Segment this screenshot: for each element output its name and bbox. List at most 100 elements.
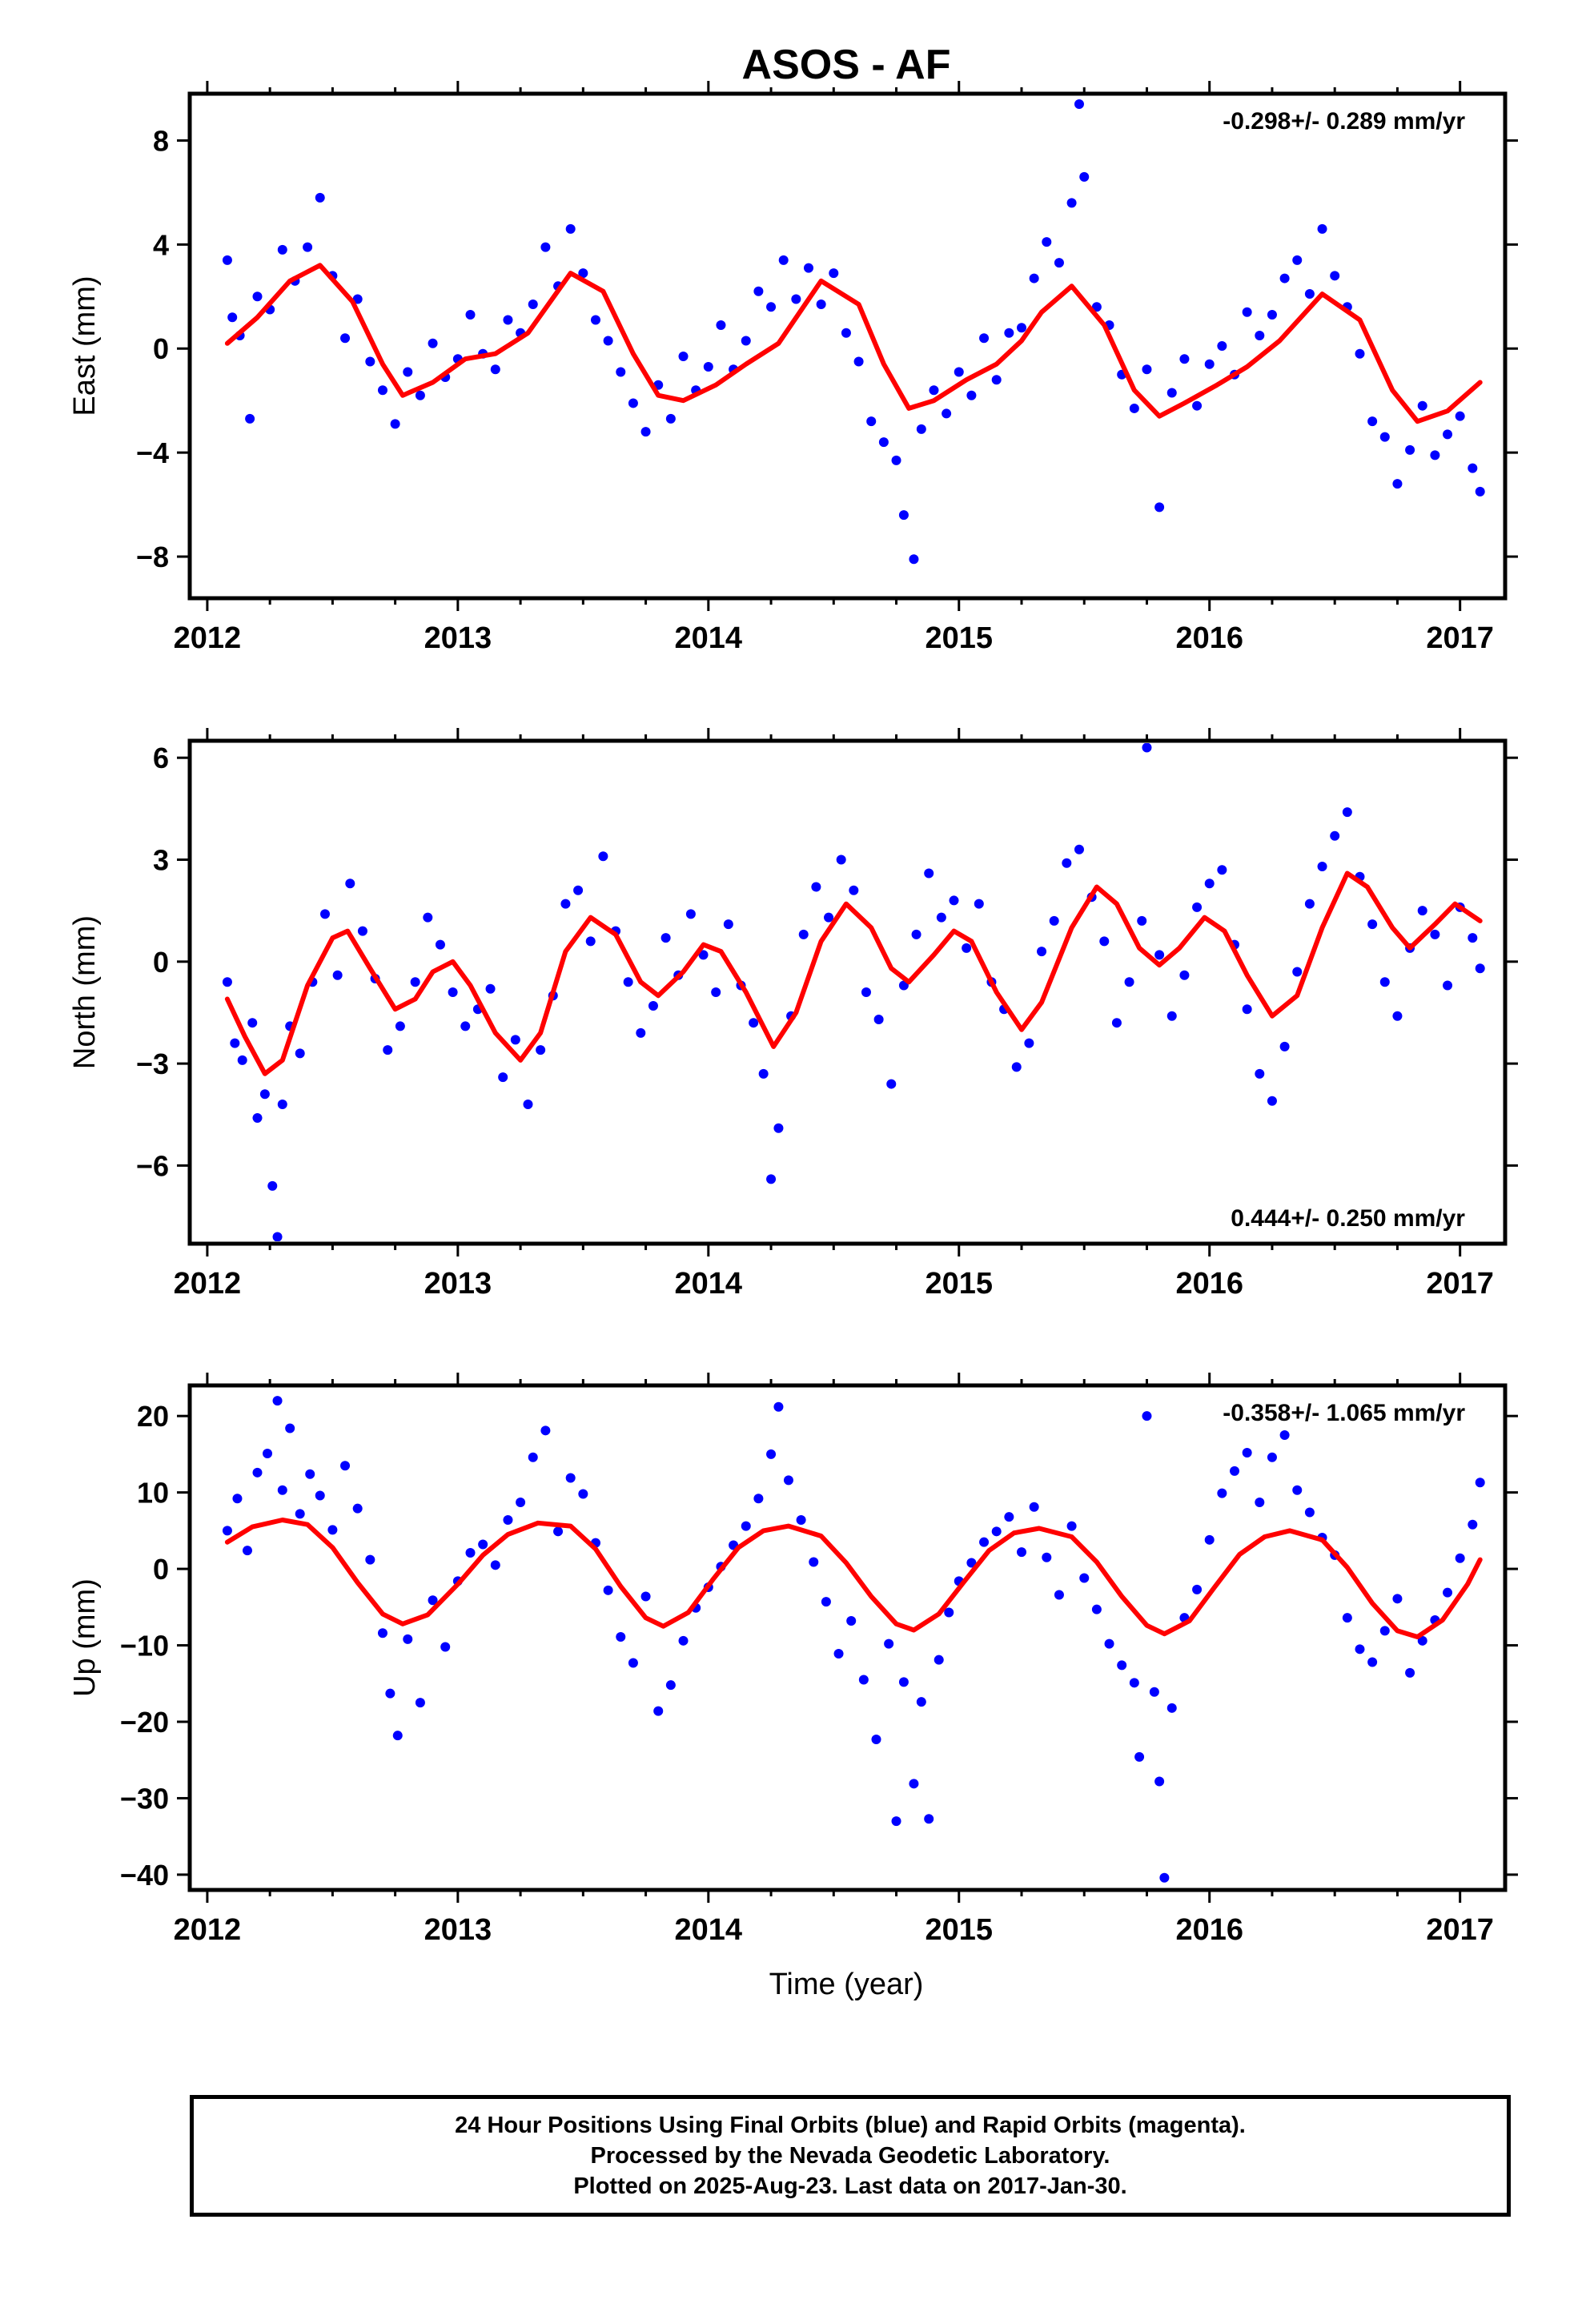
data-point [1417,906,1427,916]
data-point [1192,902,1203,912]
data-point [871,1734,881,1744]
y-tick-label: 0 [153,1553,169,1586]
data-point [395,1021,405,1031]
data-point [1317,862,1327,871]
data-point [753,1494,764,1504]
data-point [1011,1062,1022,1072]
data-point [979,1537,990,1547]
data-point [1330,271,1340,281]
y-tick-label: 0 [153,332,169,365]
data-point [573,885,584,895]
data-point [1204,879,1215,889]
data-point [1267,310,1277,320]
data-point [616,1632,626,1642]
data-point [553,1526,564,1537]
x-tick-label: 2015 [925,1267,993,1301]
data-point [1255,331,1265,341]
data-point [390,419,400,429]
data-point [252,292,263,302]
data-point [766,1449,777,1459]
data-point [821,1597,831,1607]
data-point [991,375,1002,385]
data-point [873,1014,884,1024]
data-point [884,1638,894,1649]
data-point [222,1526,232,1536]
y-tick-label: −3 [136,1047,169,1080]
data-point [540,1425,551,1436]
data-point [1292,255,1303,265]
data-point [295,1509,305,1519]
data-point [1230,1466,1240,1476]
data-point [954,367,964,377]
data-point [252,1467,263,1478]
x-tick-label: 2012 [174,621,242,655]
data-point [272,1232,283,1241]
y-tick-label: −10 [120,1630,169,1663]
caption-line-3: Plotted on 2025-Aug-23. Last data on 201… [573,2173,1127,2199]
data-point [603,1585,613,1595]
data-point [1079,1573,1090,1583]
data-point [811,882,821,892]
data-point [1037,947,1047,957]
data-point [685,909,696,919]
data-point [340,1461,351,1471]
data-point [698,950,709,960]
y-tick-label: −40 [120,1859,169,1892]
data-point [1342,1613,1352,1623]
data-point [415,1698,425,1708]
data-point [911,929,921,939]
data-point [778,255,789,265]
data-point [1430,929,1440,939]
data-point [1049,915,1059,926]
data-point [944,1607,954,1618]
y-tick-label: 10 [137,1477,169,1510]
data-point [528,300,538,310]
data-point [1004,328,1014,338]
x-tick-label: 2013 [424,1913,492,1947]
caption-line-1: 24 Hour Positions Using Final Orbits (bl… [455,2113,1246,2138]
data-point [891,455,901,465]
data-point [585,936,596,947]
data-point [277,244,287,255]
x-tick-label: 2017 [1426,1267,1494,1301]
data-point [435,939,445,950]
data-point [665,413,676,424]
data-point [723,919,733,930]
data-point [1017,1547,1027,1558]
data-point [1342,807,1352,818]
data-point [665,1680,676,1691]
data-point [886,1079,897,1089]
y-tick-label: −8 [136,541,169,573]
caption-box: 24 Hour Positions Using Final Orbits (bl… [190,2095,1511,2217]
data-point [267,1180,278,1191]
data-point [1166,388,1177,398]
plot-area [222,743,1485,1241]
data-point [237,1055,247,1065]
data-point [1079,171,1090,182]
data-point [841,328,851,338]
data-point [319,909,330,919]
model-curve [224,263,1483,424]
data-point [1029,1502,1039,1512]
data-point [833,1649,844,1659]
x-tick-label: 2015 [925,621,993,655]
data-point [528,1452,538,1462]
data-point [490,1560,500,1570]
data-point [916,424,926,434]
data-point [1204,359,1215,369]
data-point [1304,899,1315,909]
data-point [966,390,977,400]
data-point [1192,1584,1203,1594]
data-point [1091,1604,1102,1614]
data-point [247,1018,258,1028]
data-point [415,390,425,400]
data-point [503,1515,513,1525]
data-point [1417,1635,1427,1646]
data-point [991,1526,1002,1537]
data-point [758,1068,769,1079]
y-tick-label: −20 [120,1706,169,1739]
data-point [383,1045,393,1055]
data-point [1475,963,1485,974]
data-point [766,1174,777,1184]
data-point [628,1658,638,1668]
